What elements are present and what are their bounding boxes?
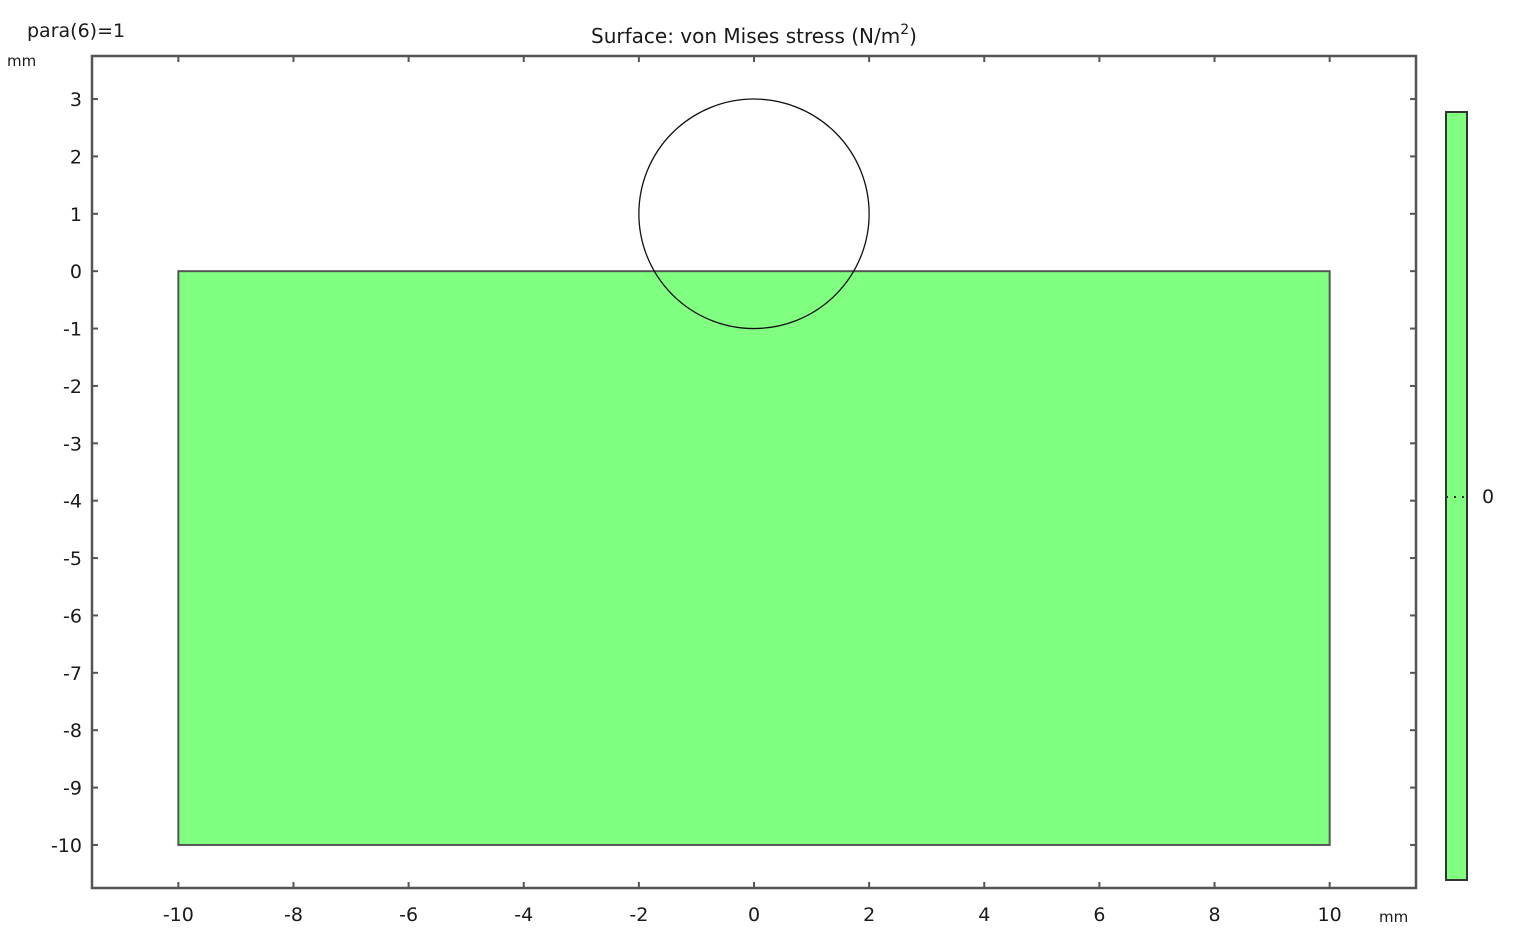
y-tick-label: -7 xyxy=(63,663,82,685)
y-tick-label: -4 xyxy=(63,491,82,513)
y-tick-label: -2 xyxy=(63,376,82,398)
y-tick-label: 3 xyxy=(70,89,82,111)
x-tick-label: -10 xyxy=(163,904,194,926)
x-tick-label: 2 xyxy=(863,904,875,926)
axes-layer: -10 -8 -6 -4 -2 0 2 4 6 8 103210-1-2-3-4-5-6-7-8-9… xyxy=(51,54,1418,926)
parameter-label: para(6)=1 xyxy=(27,20,125,42)
x-tick-label: 4 xyxy=(978,904,990,926)
x-tick-label: 0 xyxy=(748,904,760,926)
circle-boundary xyxy=(638,98,870,330)
y-tick-label: -10 xyxy=(51,835,82,857)
x-tick-label: -2 xyxy=(629,904,648,926)
y-tick-label: 0 xyxy=(70,261,82,283)
domain-surface xyxy=(177,270,1331,846)
y-tick-label: -5 xyxy=(63,548,82,570)
domain-layer xyxy=(177,98,1331,846)
y-tick-label: 1 xyxy=(70,204,82,226)
x-tick-label: 10 xyxy=(1318,904,1342,926)
y-tick-label: -3 xyxy=(63,433,82,455)
y-tick-label: -8 xyxy=(63,720,82,742)
x-tick-label: 8 xyxy=(1208,904,1220,926)
y-tick-label: -1 xyxy=(63,319,82,341)
x-axis-unit: mm xyxy=(1379,908,1408,926)
x-tick-label: -4 xyxy=(514,904,533,926)
chart-title: Surface: von Mises stress (N/m2) xyxy=(591,22,917,48)
x-tick-label: 6 xyxy=(1093,904,1105,926)
y-axis-unit: mm xyxy=(7,52,36,70)
y-tick-label: -6 xyxy=(63,605,82,627)
x-tick-label: -8 xyxy=(284,904,303,926)
colorbar-label: 0 xyxy=(1482,486,1494,508)
y-tick-label: 2 xyxy=(70,146,82,168)
x-tick-label: -6 xyxy=(399,904,418,926)
colorbar: 0 xyxy=(1445,111,1494,881)
y-tick-label: -9 xyxy=(63,778,82,800)
